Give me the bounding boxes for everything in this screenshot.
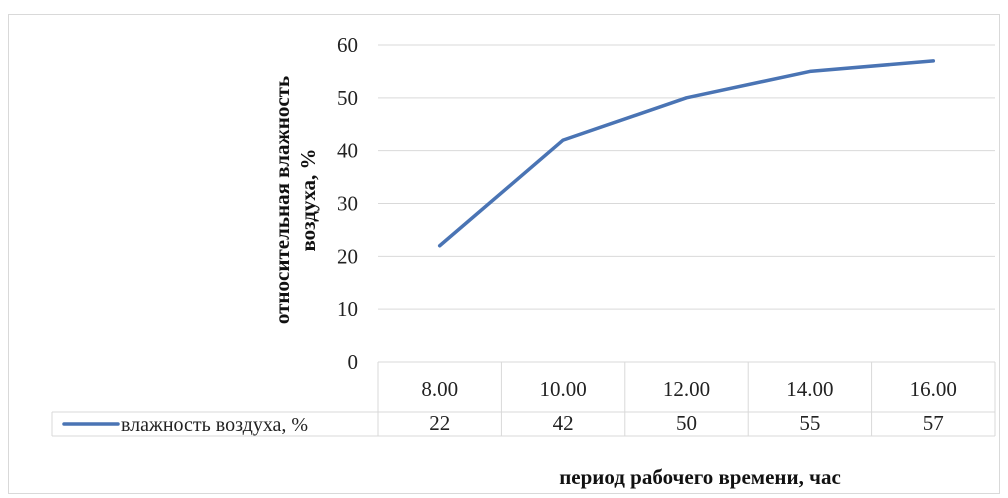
y-tick-10: 10 bbox=[337, 297, 358, 321]
y-axis-label-line1: относительная влажность bbox=[270, 76, 294, 324]
data-table: 8.00 10.00 12.00 14.00 16.00 22 42 50 55 57 влажно… bbox=[51, 361, 996, 437]
y-tick-40: 40 bbox=[337, 139, 358, 163]
x-tick-label: 8.00 bbox=[421, 377, 458, 401]
y-tick-0: 0 bbox=[348, 350, 359, 374]
y-tick-50: 50 bbox=[337, 86, 358, 110]
y-tick-30: 30 bbox=[337, 192, 358, 216]
y-axis-label-line2: воздуха, % bbox=[296, 148, 320, 251]
y-tick-labels: 0 10 20 30 40 50 60 bbox=[337, 33, 358, 374]
gridlines bbox=[378, 44, 995, 363]
table-value: 50 bbox=[676, 411, 697, 435]
series-line bbox=[437, 59, 936, 248]
x-axis-label: период рабочего времени, час bbox=[559, 465, 841, 489]
table-value: 42 bbox=[553, 411, 574, 435]
y-tick-20: 20 bbox=[337, 244, 358, 268]
legend-label: влажность воздуха, % bbox=[121, 414, 308, 436]
x-tick-label: 16.00 bbox=[910, 377, 957, 401]
y-tick-60: 60 bbox=[337, 33, 358, 57]
table-value: 22 bbox=[429, 411, 450, 435]
series-lines bbox=[437, 59, 936, 248]
chart-frame bbox=[8, 14, 1000, 494]
x-tick-label: 12.00 bbox=[663, 377, 710, 401]
table-value: 57 bbox=[923, 411, 944, 435]
table-value: 55 bbox=[799, 411, 820, 435]
x-tick-label: 14.00 bbox=[786, 377, 833, 401]
x-tick-label: 10.00 bbox=[539, 377, 586, 401]
